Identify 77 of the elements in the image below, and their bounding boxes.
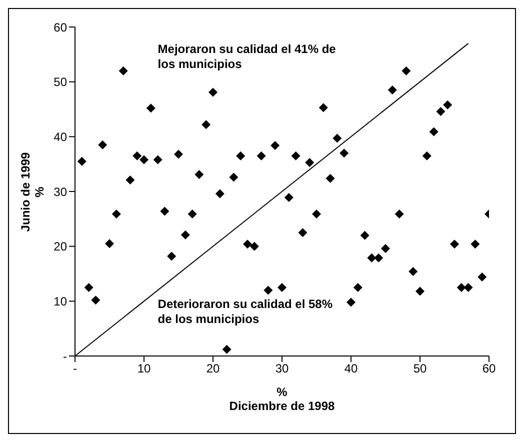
point	[284, 193, 294, 202]
point	[194, 170, 204, 179]
point	[429, 127, 438, 136]
point	[470, 240, 480, 249]
point	[353, 282, 362, 292]
point	[416, 286, 424, 296]
point	[270, 140, 280, 150]
point	[77, 156, 86, 166]
point	[456, 282, 466, 292]
point	[394, 209, 404, 218]
point	[278, 282, 286, 292]
point	[256, 151, 266, 160]
point	[408, 267, 418, 276]
point	[98, 140, 108, 150]
point	[305, 158, 314, 167]
point	[346, 298, 356, 307]
point	[291, 151, 300, 160]
point	[140, 155, 148, 164]
point	[105, 239, 114, 248]
annotation: Deterioraron su calidad el 58% de los municipios	[158, 296, 334, 327]
point	[174, 150, 183, 159]
point	[112, 209, 121, 218]
point	[243, 240, 252, 249]
point	[326, 174, 335, 183]
annotation: Mejoraron su calidad el 41% de los municipios	[158, 42, 337, 72]
point	[215, 189, 224, 198]
point	[118, 66, 128, 76]
point	[360, 230, 370, 240]
point	[250, 242, 259, 251]
x-tick-label: 30	[275, 362, 289, 376]
point	[312, 209, 321, 218]
point	[222, 344, 232, 354]
point	[374, 253, 384, 262]
point	[367, 253, 376, 262]
point	[132, 151, 142, 160]
point	[298, 228, 308, 238]
x-tick-label: 40	[344, 362, 358, 376]
point	[332, 134, 342, 143]
y-tick-label: 10	[54, 294, 68, 308]
y-tick-label: 20	[54, 240, 68, 254]
y-tick-label: 60	[54, 20, 68, 34]
point	[264, 286, 273, 295]
point	[478, 272, 487, 282]
point	[229, 172, 238, 182]
point	[84, 282, 94, 292]
y-tick-label: -	[63, 349, 67, 364]
y-tick-label: 40	[54, 130, 68, 144]
point	[153, 155, 162, 164]
point	[180, 230, 190, 240]
y-tick-label: 30	[54, 184, 68, 199]
point	[146, 104, 156, 113]
point	[202, 120, 211, 130]
x-tick-label: 50	[413, 362, 427, 376]
point	[167, 252, 176, 261]
point	[126, 175, 135, 184]
point	[381, 244, 390, 254]
point	[443, 100, 452, 110]
point	[436, 106, 446, 116]
point	[450, 240, 459, 249]
point	[340, 148, 349, 158]
x-tick-label: 20	[206, 362, 220, 376]
point	[91, 296, 100, 305]
point	[188, 209, 197, 218]
point	[208, 88, 218, 97]
point	[464, 282, 473, 292]
point	[402, 66, 411, 76]
y-tick-label: 50	[54, 75, 68, 90]
x-tick-label: 10	[137, 362, 151, 376]
point	[236, 151, 246, 160]
x-tick-label: 60	[482, 362, 496, 376]
point	[388, 86, 397, 95]
point	[318, 103, 328, 112]
point	[422, 151, 432, 160]
point	[160, 206, 170, 216]
y-axis-title: Junio de 1999 %	[19, 152, 47, 232]
x-axis-title: % Diciembre de 1998	[228, 385, 336, 413]
x-tick-label: -	[73, 362, 77, 376]
